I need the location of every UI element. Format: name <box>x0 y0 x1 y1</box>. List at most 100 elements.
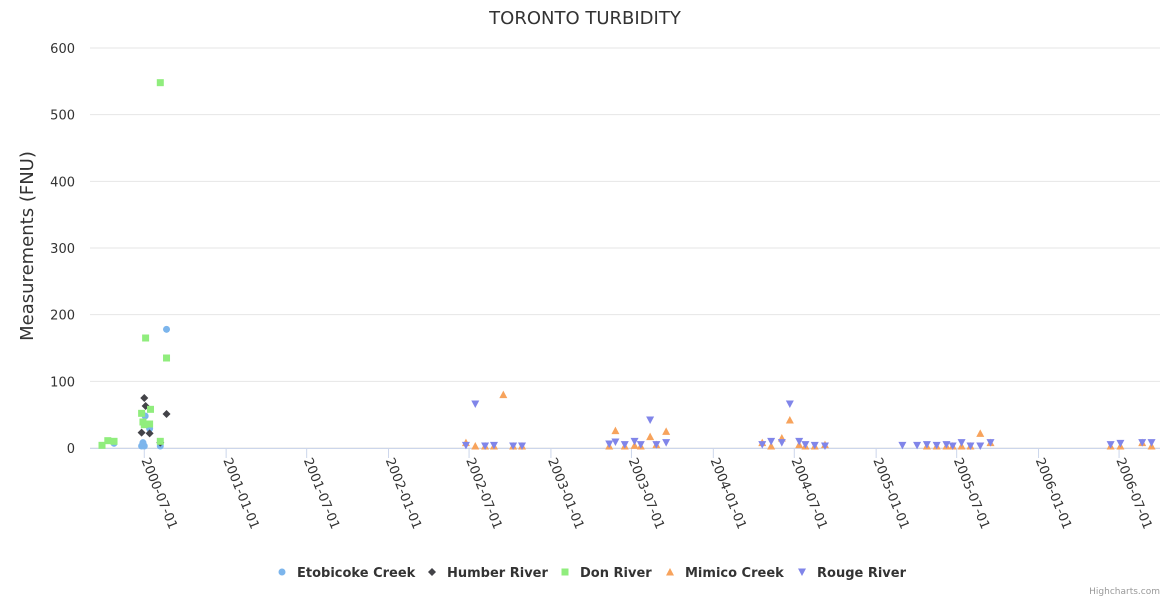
data-point[interactable] <box>652 441 661 449</box>
data-point[interactable] <box>509 442 518 451</box>
data-point[interactable] <box>767 437 776 446</box>
x-tick-label: 2005-07-01 <box>950 456 992 532</box>
data-point[interactable] <box>636 441 645 449</box>
legend-label: Don River <box>580 566 652 581</box>
data-point[interactable] <box>142 334 150 342</box>
data-point[interactable] <box>140 394 149 402</box>
legend-symbol[interactable] <box>666 568 674 576</box>
data-point[interactable] <box>481 442 490 451</box>
data-point[interactable] <box>146 420 154 428</box>
data-point[interactable] <box>499 390 508 399</box>
data-point[interactable] <box>137 428 146 437</box>
credits-link[interactable]: Highcharts.com <box>1089 587 1160 597</box>
data-point[interactable] <box>976 429 985 437</box>
legend-item[interactable]: Humber River <box>428 566 548 581</box>
x-tick-label: 2000-07-01 <box>138 456 180 532</box>
data-point[interactable] <box>147 405 155 413</box>
data-point[interactable] <box>140 421 148 429</box>
data-point[interactable] <box>976 442 985 451</box>
data-point[interactable] <box>966 442 975 451</box>
data-point[interactable] <box>785 416 794 424</box>
data-point[interactable] <box>795 437 804 446</box>
data-point[interactable] <box>98 441 106 449</box>
data-point[interactable] <box>156 437 164 445</box>
data-point[interactable] <box>1147 439 1156 447</box>
x-tick-label: 2002-07-01 <box>462 456 504 532</box>
data-point[interactable] <box>810 441 819 450</box>
legend-symbol[interactable] <box>561 568 569 576</box>
y-tick-label: 300 <box>50 242 75 257</box>
data-point[interactable] <box>1138 439 1147 447</box>
legend-label: Rouge River <box>817 566 907 581</box>
data-point[interactable] <box>948 442 957 451</box>
x-tick-label: 2002-01-01 <box>382 456 424 532</box>
y-axis-label: Measurements (FNU) <box>17 151 38 341</box>
data-point[interactable] <box>785 400 794 409</box>
legend-item[interactable]: Etobicoke Creek <box>278 566 416 581</box>
data-point[interactable] <box>156 79 164 87</box>
data-point[interactable] <box>162 410 171 418</box>
data-point[interactable] <box>662 439 671 447</box>
legend-item[interactable]: Don River <box>561 566 653 581</box>
data-point[interactable] <box>942 441 951 449</box>
legend-item[interactable]: Rouge River <box>798 566 907 581</box>
data-point[interactable] <box>138 409 146 417</box>
data-point[interactable] <box>922 441 931 449</box>
data-point[interactable] <box>104 437 112 445</box>
data-point[interactable] <box>145 429 154 438</box>
y-tick-label: 400 <box>50 175 75 190</box>
y-tick-label: 200 <box>50 309 75 324</box>
x-tick-label: 2001-01-01 <box>219 456 261 532</box>
data-point[interactable] <box>611 426 620 435</box>
data-point[interactable] <box>986 439 995 447</box>
y-axis-ticks: 0 100 200 300 400 500 600 <box>50 42 75 457</box>
data-point[interactable] <box>1116 439 1125 448</box>
x-tick-label: 2004-07-01 <box>788 456 830 532</box>
data-point[interactable] <box>932 441 941 450</box>
data-point[interactable] <box>801 441 810 449</box>
y-tick-label: 600 <box>50 42 75 57</box>
series-mimico-creek <box>461 390 1156 450</box>
legend-item[interactable]: Mimico Creek <box>666 566 784 581</box>
plot-area <box>98 79 1156 451</box>
data-point[interactable] <box>820 442 829 451</box>
data-point[interactable] <box>767 442 776 450</box>
data-point[interactable] <box>1106 441 1115 449</box>
data-point[interactable] <box>913 441 922 450</box>
data-point[interactable] <box>518 442 527 451</box>
legend: Etobicoke Creek Humber River Don River Mimi… <box>278 566 907 581</box>
data-point[interactable] <box>777 439 786 447</box>
data-point[interactable] <box>605 440 614 449</box>
legend-symbol[interactable] <box>798 568 806 577</box>
x-tick-label: 2001-07-01 <box>300 456 342 532</box>
data-point[interactable] <box>898 441 907 450</box>
x-tick-label: 2003-01-01 <box>544 456 586 532</box>
data-point[interactable] <box>630 437 639 446</box>
data-point[interactable] <box>620 441 629 449</box>
data-point[interactable] <box>471 442 480 450</box>
legend-label: Mimico Creek <box>685 566 784 581</box>
data-point[interactable] <box>611 438 620 447</box>
grid <box>90 47 1160 449</box>
data-point[interactable] <box>471 400 480 409</box>
data-point[interactable] <box>140 442 148 450</box>
data-point[interactable] <box>662 427 671 435</box>
data-point[interactable] <box>163 325 171 333</box>
data-point[interactable] <box>957 439 966 447</box>
data-point[interactable] <box>489 441 498 450</box>
data-point[interactable] <box>646 416 655 425</box>
chart-title: TORONTO TURBIDITY <box>488 8 682 29</box>
legend-symbol[interactable] <box>428 568 436 576</box>
y-tick-label: 100 <box>50 375 75 390</box>
x-tick-label: 2005-01-01 <box>869 456 911 532</box>
data-point[interactable] <box>110 437 118 445</box>
y-tick-label: 0 <box>67 442 75 457</box>
data-point[interactable] <box>758 441 767 449</box>
y-tick-label: 500 <box>50 109 75 124</box>
data-point[interactable] <box>646 432 655 441</box>
series-don-river <box>98 79 171 449</box>
data-point[interactable] <box>163 354 171 362</box>
data-point[interactable] <box>461 441 470 450</box>
legend-symbol[interactable] <box>278 568 286 576</box>
